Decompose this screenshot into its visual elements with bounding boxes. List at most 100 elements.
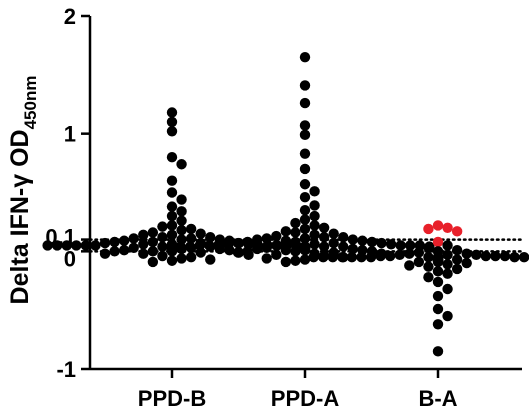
data-point	[318, 241, 330, 252]
data-point	[432, 290, 444, 302]
data-point	[204, 240, 215, 251]
data-point	[299, 148, 311, 159]
x-category-label: PPD-B	[138, 386, 206, 411]
y-axis-label: Delta IFN-γ OD450nm	[6, 76, 40, 305]
data-point	[442, 249, 453, 261]
data-point	[384, 250, 396, 262]
data-point-highlighted	[423, 223, 434, 235]
y-axis-ticks: 2 1 0.10 -1	[45, 4, 90, 382]
data-point	[166, 210, 178, 222]
data-point	[290, 236, 301, 248]
data-point	[338, 241, 349, 252]
data-point	[309, 186, 320, 197]
data-point	[318, 222, 330, 233]
data-point	[166, 116, 178, 128]
data-point	[337, 252, 348, 263]
data-point	[309, 220, 320, 231]
data-point	[299, 51, 311, 63]
y-tick-label: 2	[64, 4, 76, 29]
data-point	[318, 232, 330, 243]
data-point	[442, 268, 453, 279]
data-point	[176, 215, 187, 226]
x-category-label: PPD-A	[271, 386, 340, 411]
data-point	[432, 303, 444, 315]
data-point	[271, 249, 282, 261]
data-point	[128, 233, 139, 244]
data-point	[357, 235, 368, 246]
data-point	[432, 266, 444, 277]
data-point	[338, 232, 349, 243]
data-point	[157, 241, 168, 252]
data-point	[299, 120, 311, 131]
data-point	[166, 220, 178, 231]
data-point	[223, 239, 234, 250]
data-point	[271, 240, 282, 251]
data-point	[166, 229, 178, 241]
y-axis-label-main: Delta IFN-γ OD	[6, 129, 34, 304]
data-point	[442, 259, 453, 270]
y-axis-label-subscript: 450nm	[21, 76, 40, 130]
data-point	[185, 233, 197, 244]
data-point	[251, 243, 263, 255]
data-point	[138, 248, 149, 259]
data-point	[365, 252, 377, 263]
data-point	[109, 246, 120, 257]
data-point	[405, 240, 416, 251]
data-point	[166, 152, 178, 163]
data-point	[499, 250, 511, 262]
data-point	[290, 217, 301, 229]
data-point	[185, 252, 197, 263]
data-point	[271, 230, 282, 242]
y-tick-label: 0.1	[45, 225, 76, 250]
data-point	[328, 228, 339, 239]
data-point	[308, 252, 319, 263]
data-point	[451, 244, 463, 256]
data-point	[347, 243, 359, 255]
data-point-highlighted	[432, 236, 444, 248]
x-category-label: B-A	[418, 386, 457, 411]
data-point	[309, 210, 320, 222]
data-point	[99, 248, 111, 259]
data-point	[138, 239, 149, 250]
data-point	[375, 250, 386, 262]
data-point	[280, 226, 292, 237]
data-point	[299, 163, 311, 175]
data-point	[490, 250, 501, 262]
data-point	[385, 239, 397, 250]
data-point	[118, 235, 130, 246]
data-point	[423, 261, 434, 272]
data-point	[423, 272, 434, 283]
data-point	[509, 252, 520, 263]
data-point	[184, 241, 196, 252]
data-point	[147, 227, 159, 238]
data-point	[205, 232, 216, 243]
data-point	[175, 241, 186, 252]
data-point	[261, 233, 272, 244]
data-point	[176, 206, 187, 217]
data-point	[299, 244, 311, 256]
data-point	[242, 236, 253, 248]
data-point	[61, 240, 72, 251]
data-point	[290, 255, 301, 266]
data-point	[347, 234, 359, 245]
data-point	[195, 228, 206, 239]
data-point	[166, 107, 178, 118]
data-point	[432, 256, 444, 268]
data-point	[166, 201, 178, 212]
data-point	[176, 253, 187, 264]
data-point	[176, 159, 187, 170]
data-point	[213, 239, 225, 250]
data-point	[166, 187, 178, 198]
data-point	[423, 242, 434, 253]
data-point	[299, 97, 311, 109]
data-points	[42, 51, 529, 357]
data-point	[299, 233, 311, 244]
data-point	[166, 246, 178, 257]
data-point	[80, 240, 92, 251]
data-point	[157, 221, 168, 232]
data-point	[280, 235, 292, 246]
data-point	[242, 246, 253, 257]
data-point	[404, 260, 415, 271]
data-point	[51, 240, 63, 251]
